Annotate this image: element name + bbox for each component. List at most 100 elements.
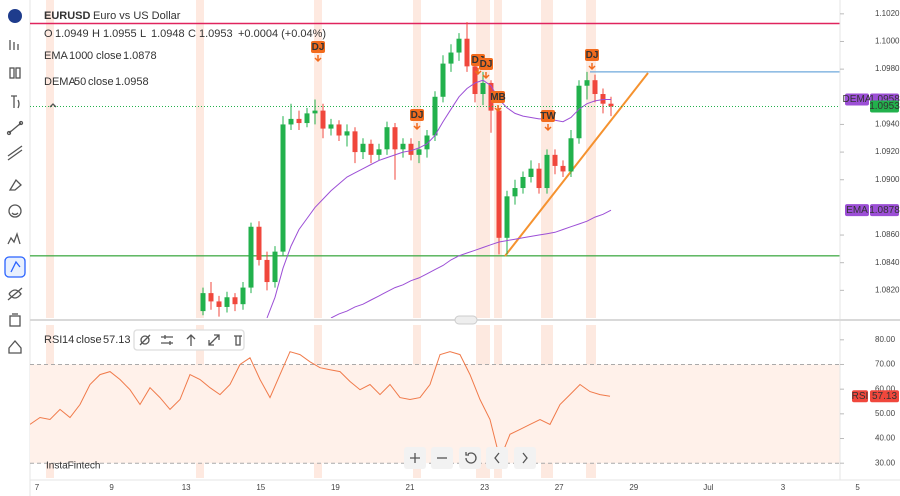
x-tick-label: 3 <box>781 483 786 492</box>
tag-name: DEMA <box>843 94 872 105</box>
candle-body <box>592 80 598 95</box>
candle-body <box>520 176 526 189</box>
ema-length: 100 <box>69 50 87 62</box>
y-tick-label: 1.0840 <box>875 258 900 267</box>
event-badge <box>491 91 505 103</box>
tag-value-bg <box>870 204 899 217</box>
x-tick-label: 27 <box>555 483 564 492</box>
candle-body <box>312 110 318 114</box>
symbol: EURUSD <box>44 10 91 22</box>
candle-body <box>496 110 502 238</box>
x-tick-label: 29 <box>629 483 638 492</box>
x-tick-label: Jul <box>703 483 713 492</box>
rsi-tools[interactable] <box>133 329 245 351</box>
rsi-tag-value-bg <box>870 390 899 403</box>
candle-body <box>232 297 238 305</box>
tool-icons[interactable] <box>4 40 26 354</box>
rsi-value: 57.13 <box>103 334 131 346</box>
candle-body <box>376 149 382 155</box>
event-badge <box>585 49 599 61</box>
y-tick-label: 1.0940 <box>875 120 900 129</box>
candle-body <box>408 143 414 155</box>
rsi-band <box>30 364 840 464</box>
candle-body <box>456 38 462 53</box>
tag-value: 1.0958 <box>869 94 900 105</box>
candle-body <box>256 226 262 260</box>
x-tick-label: 23 <box>480 483 489 492</box>
candle-body <box>448 52 454 64</box>
rsi-line-group <box>30 351 611 461</box>
candle-body <box>240 287 246 305</box>
pane-handle[interactable] <box>454 315 478 325</box>
ema-line <box>330 209 612 318</box>
x-tick-label: 15 <box>256 483 265 492</box>
event-arrow <box>482 72 490 80</box>
collapse-legend[interactable] <box>49 103 57 108</box>
event-label: DJ <box>480 59 493 70</box>
ohlc-key: O <box>44 28 53 40</box>
candle-body <box>248 226 254 288</box>
rsi-line <box>30 351 611 461</box>
rsi-y-tick-label: 50.00 <box>875 409 896 418</box>
ema-source: close <box>96 50 122 62</box>
candle-body <box>208 293 214 302</box>
axes: 1.1020 1.1000 1.0980 1.0940 1.0920 1.0900 1.08… <box>30 0 900 492</box>
rsi-y-tick-label: 80.00 <box>875 335 896 344</box>
candle-body <box>280 124 286 252</box>
candle-body <box>360 143 366 153</box>
event-arrow <box>413 123 421 131</box>
candle-body <box>536 168 542 189</box>
x-tick-label: 9 <box>109 483 114 492</box>
candle-body <box>336 124 342 136</box>
candle-body <box>320 110 326 129</box>
tag-value-bg <box>870 100 899 113</box>
dema-source: close <box>88 76 114 88</box>
event-label: DJ <box>411 110 424 121</box>
ohlc-value: 1.0949 <box>55 28 89 40</box>
event-arrow <box>314 55 322 63</box>
event-arrow <box>544 124 552 132</box>
zoom-controls[interactable] <box>404 447 536 469</box>
candle-body <box>472 66 478 95</box>
symbol-description: Euro vs US Dollar <box>93 10 181 22</box>
candle-body <box>328 124 334 129</box>
candle-body <box>480 82 486 95</box>
trend-line <box>504 72 649 257</box>
event-arrow <box>474 68 482 76</box>
candle-body <box>296 118 302 124</box>
rsi-pane <box>30 351 840 464</box>
watermark: InstaFintech <box>46 461 100 472</box>
candle-body <box>432 96 438 136</box>
rsi-length: 14 <box>62 334 74 346</box>
candle-body <box>200 293 206 312</box>
rsi-source: close <box>76 334 102 346</box>
candle-body <box>216 301 222 307</box>
event-arrow <box>588 63 596 71</box>
legend: EURUSD Euro vs US Dollar O 1.0949 H 1.0955 L… <box>44 10 326 351</box>
tag-name: EMA <box>846 205 868 216</box>
rsi-tag-name: RSI <box>852 391 869 402</box>
candle-body <box>384 127 390 150</box>
candle-body <box>552 154 558 166</box>
y-tick-label: 1.1000 <box>875 37 900 46</box>
y-tick-label: 1.0860 <box>875 230 900 239</box>
event-label: DJ <box>586 50 599 61</box>
event-label: TW <box>540 111 556 122</box>
ohlc-key: C <box>188 28 196 40</box>
candle-body <box>600 94 606 104</box>
event-label: DJ <box>472 55 485 66</box>
tag-name-bg <box>845 93 869 106</box>
candle-body <box>440 63 446 97</box>
ohlc-key: L <box>140 28 146 40</box>
rsi-tag-name-bg <box>852 390 868 403</box>
y-tick-label: 1.0900 <box>875 175 900 184</box>
rsi-y-tick-label: 60.00 <box>875 384 896 393</box>
x-tick-label: 19 <box>331 483 340 492</box>
event-badge <box>479 58 493 70</box>
tag-value: 1.0953 <box>869 101 900 112</box>
ema-name: EMA <box>44 50 69 62</box>
ema-value: 1.0878 <box>123 50 157 62</box>
candle-body <box>264 259 270 283</box>
logo[interactable] <box>8 9 22 23</box>
